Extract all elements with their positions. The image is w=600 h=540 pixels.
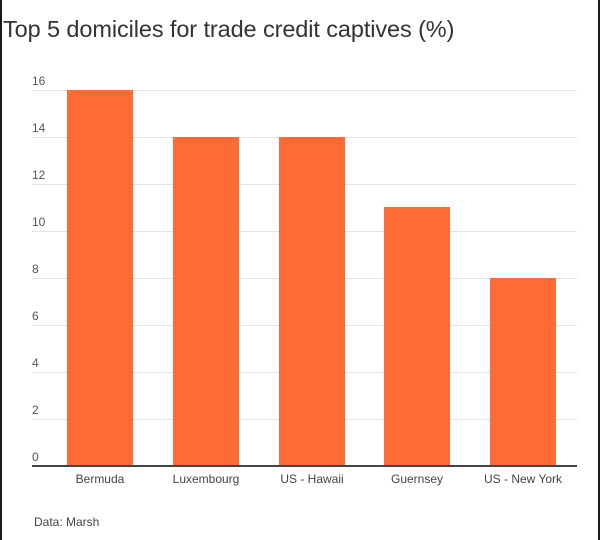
y-tick-label: 10 [32, 215, 46, 229]
x-tick-label: Bermuda [75, 472, 125, 486]
y-tick-label: 14 [32, 121, 46, 135]
bar-bermuda [67, 90, 133, 466]
y-tick-label: 6 [32, 309, 39, 323]
data-source-note: Data: Marsh [34, 515, 100, 529]
y-tick-label: 8 [32, 262, 39, 276]
x-tick-label: Luxembourg [172, 472, 240, 486]
gridline [32, 90, 577, 91]
x-tick-label: US - New York [483, 472, 563, 486]
y-tick-label: 12 [32, 168, 46, 182]
x-tick-label: US - Hawaii [280, 472, 344, 486]
bar-us-hawaii [279, 137, 345, 466]
x-axis-line [32, 465, 577, 467]
bar-guernsey [384, 207, 450, 466]
bar-luxembourg [173, 137, 239, 466]
x-tick-label: Guernsey [390, 472, 444, 486]
bar-us-new-york [490, 278, 556, 466]
y-tick-label: 4 [32, 356, 39, 370]
y-tick-label: 2 [32, 403, 39, 417]
y-tick-label: 16 [32, 74, 46, 88]
chart-title: Top 5 domiciles for trade credit captive… [3, 16, 455, 42]
y-tick-label: 0 [32, 450, 39, 464]
